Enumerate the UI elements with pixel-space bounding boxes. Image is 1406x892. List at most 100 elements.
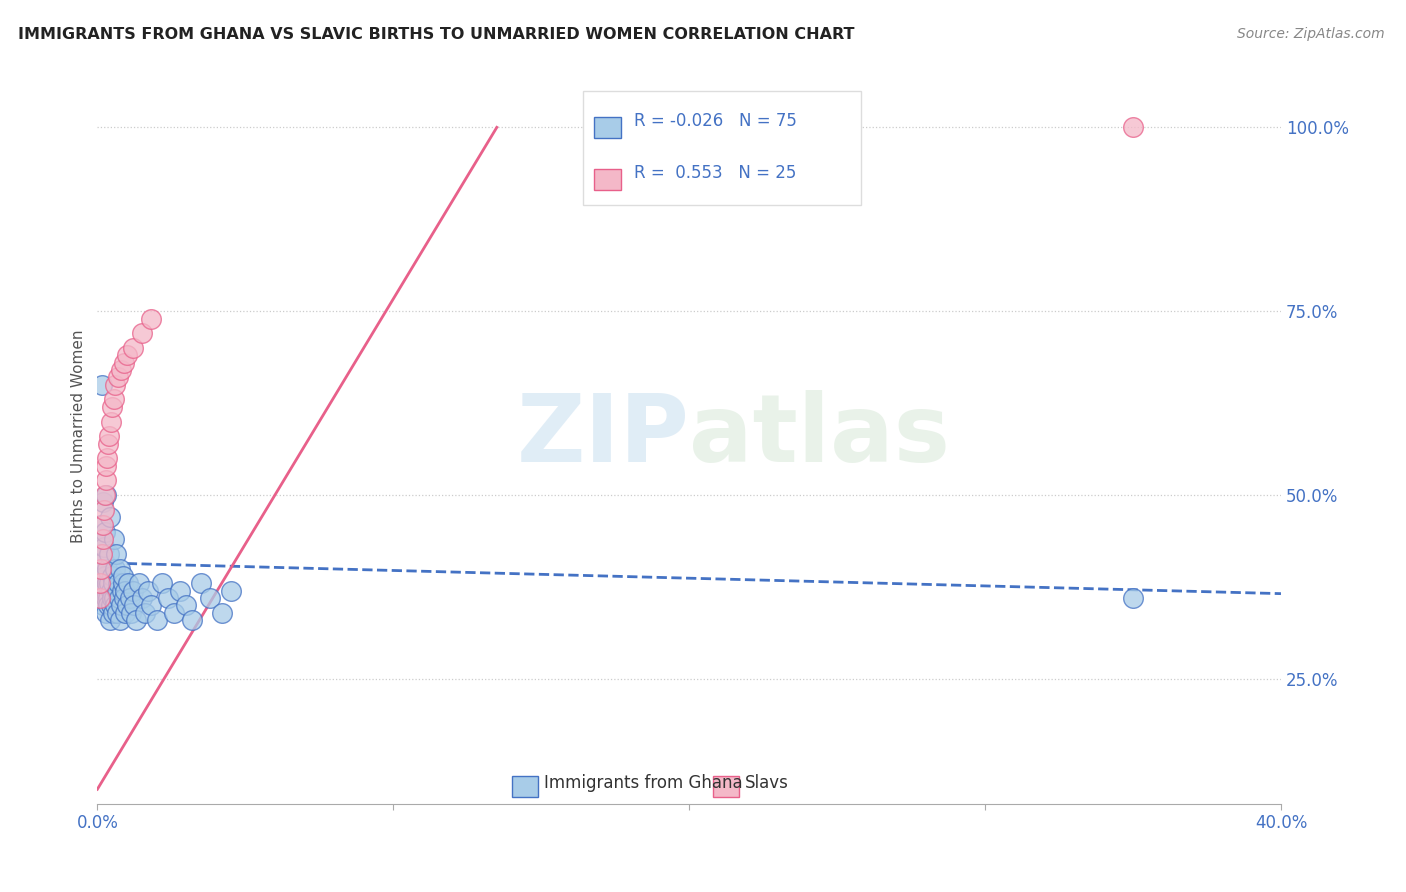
Point — [112, 356, 135, 370]
Text: ZIP: ZIP — [516, 391, 689, 483]
Point — [104, 599, 127, 613]
Point — [114, 606, 136, 620]
Point — [100, 583, 122, 598]
Point — [111, 583, 134, 598]
Point — [131, 591, 153, 605]
Point — [91, 533, 114, 547]
Point — [118, 591, 141, 605]
Point — [89, 591, 111, 605]
Point — [105, 583, 128, 598]
Point — [152, 576, 174, 591]
Point — [98, 613, 121, 627]
FancyBboxPatch shape — [595, 118, 620, 138]
Point — [134, 606, 156, 620]
Point — [139, 599, 162, 613]
Point — [110, 561, 132, 575]
Point — [97, 599, 120, 613]
Point — [96, 488, 118, 502]
Point — [169, 583, 191, 598]
Point — [96, 458, 118, 473]
Point — [174, 599, 197, 613]
Point — [94, 488, 117, 502]
Point — [91, 517, 114, 532]
Point — [93, 503, 115, 517]
Point — [1122, 120, 1144, 135]
Point — [96, 591, 118, 605]
Point — [91, 495, 114, 509]
Text: Immigrants from Ghana: Immigrants from Ghana — [544, 774, 742, 792]
Point — [139, 311, 162, 326]
Point — [125, 613, 148, 627]
Point — [103, 576, 125, 591]
Text: IMMIGRANTS FROM GHANA VS SLAVIC BIRTHS TO UNMARRIED WOMEN CORRELATION CHART: IMMIGRANTS FROM GHANA VS SLAVIC BIRTHS T… — [18, 27, 855, 42]
Point — [90, 561, 112, 575]
Point — [96, 576, 118, 591]
Point — [108, 613, 131, 627]
Point — [107, 591, 129, 605]
Point — [90, 517, 112, 532]
Point — [114, 583, 136, 598]
Point — [94, 606, 117, 620]
FancyBboxPatch shape — [582, 91, 860, 204]
FancyBboxPatch shape — [595, 169, 620, 190]
Point — [97, 547, 120, 561]
Point — [100, 415, 122, 429]
Point — [89, 576, 111, 591]
FancyBboxPatch shape — [713, 776, 740, 797]
Point — [93, 554, 115, 568]
Point — [100, 569, 122, 583]
Point — [101, 606, 124, 620]
Point — [124, 599, 146, 613]
Point — [107, 576, 129, 591]
Point — [98, 429, 121, 443]
Point — [163, 606, 186, 620]
Point — [110, 599, 132, 613]
Point — [110, 363, 132, 377]
Point — [107, 606, 129, 620]
Point — [219, 583, 242, 598]
Point — [103, 392, 125, 407]
Point — [115, 599, 138, 613]
Point — [96, 561, 118, 575]
Point — [121, 341, 143, 355]
Point — [103, 591, 125, 605]
Y-axis label: Births to Unmarried Women: Births to Unmarried Women — [72, 329, 86, 543]
Point — [117, 576, 139, 591]
Point — [190, 576, 212, 591]
Point — [101, 591, 124, 605]
Text: atlas: atlas — [689, 391, 950, 483]
Point — [98, 576, 121, 591]
FancyBboxPatch shape — [512, 776, 537, 797]
Point — [1122, 591, 1144, 605]
Point — [131, 326, 153, 341]
Point — [93, 540, 115, 554]
Point — [94, 569, 117, 583]
Point — [145, 613, 167, 627]
Point — [103, 561, 125, 575]
Point — [136, 583, 159, 598]
Point — [89, 561, 111, 575]
Point — [90, 576, 112, 591]
Point — [112, 569, 135, 583]
Point — [96, 451, 118, 466]
Point — [97, 591, 120, 605]
Point — [104, 547, 127, 561]
Point — [198, 591, 221, 605]
Point — [89, 576, 111, 591]
Point — [91, 583, 114, 598]
Point — [90, 547, 112, 561]
Point — [98, 510, 121, 524]
Point — [94, 524, 117, 539]
Point — [211, 606, 233, 620]
Point — [89, 533, 111, 547]
Point — [90, 547, 112, 561]
Point — [94, 474, 117, 488]
Point — [111, 576, 134, 591]
Point — [91, 377, 114, 392]
Text: R = -0.026   N = 75: R = -0.026 N = 75 — [634, 112, 796, 130]
Point — [157, 591, 180, 605]
Point — [87, 591, 110, 605]
Point — [107, 370, 129, 384]
Point — [112, 591, 135, 605]
Point — [104, 377, 127, 392]
